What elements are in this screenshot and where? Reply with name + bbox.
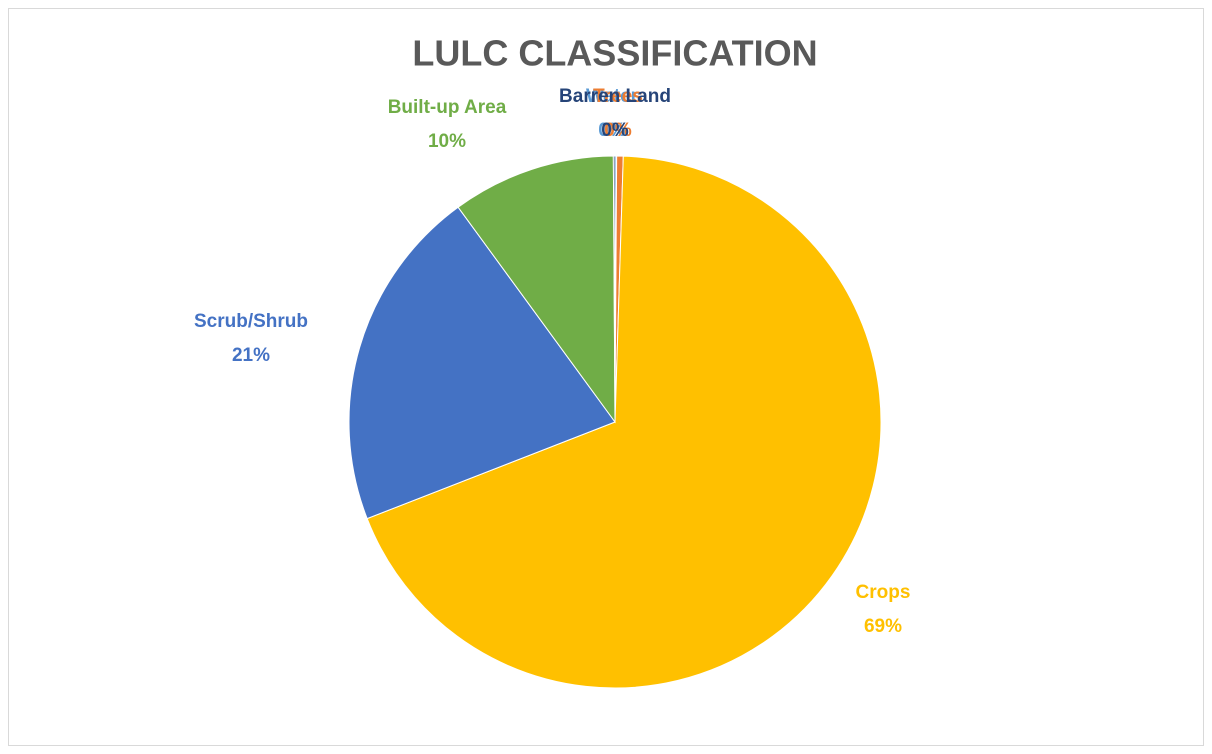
slice-value-label: 0% (604, 120, 632, 141)
slice-value-label: 69% (864, 616, 902, 637)
slice-label: Trees (593, 86, 643, 107)
slice-value-label: 10% (428, 131, 466, 152)
slice-label: Built-up Area (388, 97, 507, 118)
slice-label: Water (586, 86, 639, 107)
slice-label: Crops (856, 582, 911, 603)
pie-slice (612, 155, 616, 423)
pie-slice (457, 155, 616, 424)
pie-slice (366, 155, 882, 689)
slice-value-label: 0% (598, 120, 626, 141)
pie-slice (348, 206, 616, 520)
slice-value-label: 21% (232, 345, 270, 366)
slice-label: Barren Land (559, 86, 671, 107)
chart-title: LULC CLASSIFICATION (412, 33, 817, 74)
slice-value-label: 0% (601, 120, 629, 141)
slice-label: Scrub/Shrub (194, 311, 308, 332)
